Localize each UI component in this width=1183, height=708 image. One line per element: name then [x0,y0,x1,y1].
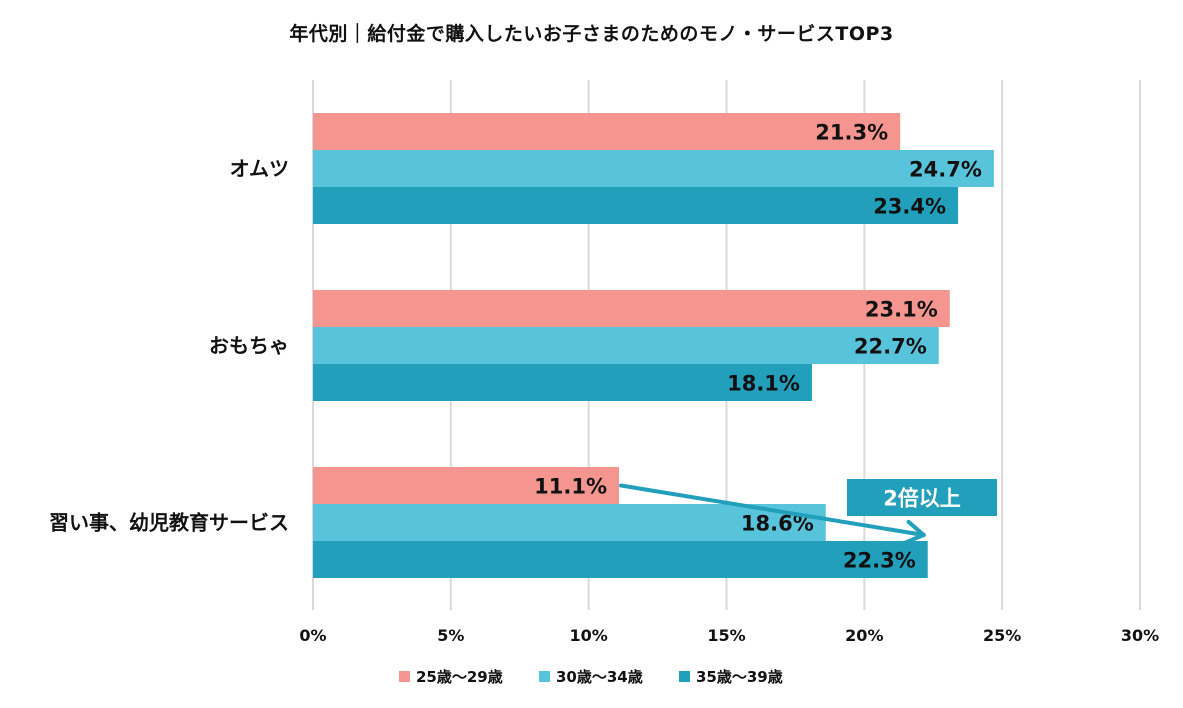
x-tick-label: 15% [707,626,745,645]
annotation-box [847,479,997,516]
data-label: 21.3% [815,121,888,145]
x-tick-label: 30% [1121,626,1159,645]
category-label: おもちゃ [209,334,289,358]
annotation-text: 2倍以上 [883,487,961,511]
chart-title: 年代別｜給付金で購入したいお子さまのためのモノ・サービスTOP3 [289,23,894,45]
legend-swatch [539,671,550,682]
x-tick-label: 25% [983,626,1021,645]
x-tick-label: 20% [845,626,883,645]
bar [313,290,950,327]
bar [313,467,619,504]
x-tick-label: 0% [299,626,326,645]
x-tick-label: 10% [570,626,608,645]
legend-label: 30歳〜34歳 [556,668,643,686]
legend-swatch [679,671,690,682]
category-label: 習い事、幼児教育サービス [49,511,289,535]
data-label: 23.1% [865,298,938,322]
annotation-arrow-shaft [618,483,926,537]
annotation-arrow-head [903,519,926,545]
legend-label: 35歳〜39歳 [696,668,783,686]
data-label: 24.7% [909,158,982,182]
bar [313,541,928,578]
data-label: 18.1% [727,372,800,396]
bar [313,150,994,187]
bar [313,113,901,150]
data-label: 22.3% [843,549,916,573]
bar [313,327,939,364]
bar [313,504,826,541]
data-label: 23.4% [873,195,946,219]
data-label: 22.7% [854,335,927,359]
x-tick-label: 5% [437,626,464,645]
category-label: オムツ [230,157,289,181]
bar [313,364,812,401]
bar [313,187,959,224]
data-label: 11.1% [534,475,607,499]
legend-label: 25歳〜29歳 [416,668,503,686]
legend-swatch [399,671,410,682]
